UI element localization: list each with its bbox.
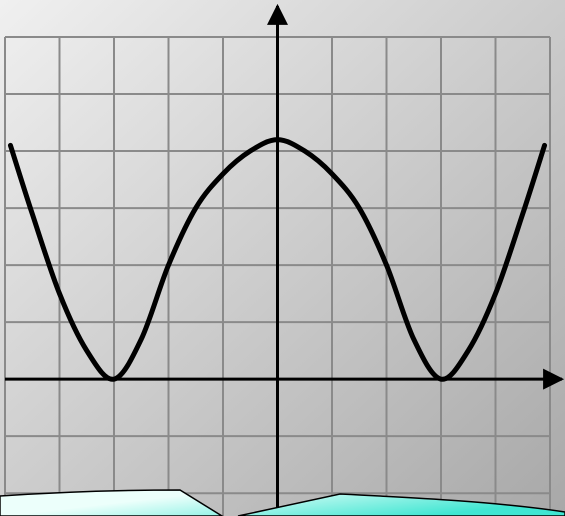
series-line [7,137,548,382]
axes [5,3,565,516]
series-layer [7,137,548,382]
decorative-banner [0,489,565,516]
